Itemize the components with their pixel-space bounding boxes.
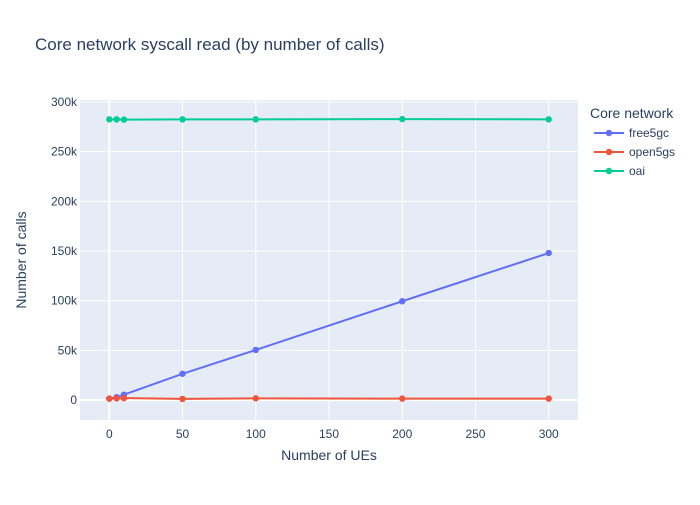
legend-items: free5gc open5gs oai [594, 126, 675, 178]
y-tick-label: 300k [51, 95, 78, 109]
legend-swatch-marker [605, 167, 613, 175]
y-tick-label: 50k [58, 343, 78, 357]
data-point-oai[interactable] [106, 116, 113, 123]
series-oai [106, 115, 552, 123]
data-point-open5gs[interactable] [545, 395, 552, 402]
data-point-free5gc[interactable] [179, 370, 186, 377]
tick-labels: 0 50 100 150 200 250 300 0 50k 100k 150k 200k 250k 30… [51, 95, 559, 441]
grid [80, 100, 578, 420]
y-tick-label: 150k [51, 244, 78, 258]
y-tick-label: 100k [51, 294, 78, 308]
data-point-oai[interactable] [399, 115, 406, 123]
x-tick-label: 150 [319, 427, 339, 441]
data-point-oai[interactable] [179, 116, 186, 123]
x-tick-label: 100 [246, 427, 266, 441]
legend-label: free5gc [629, 126, 669, 140]
x-tick-label: 300 [539, 427, 559, 441]
data-point-free5gc[interactable] [545, 249, 552, 257]
data-point-free5gc[interactable] [399, 298, 406, 305]
data-point-oai[interactable] [113, 116, 120, 123]
legend-item-open5gs[interactable]: open5gs [594, 145, 675, 159]
series-line-open5gs [109, 397, 549, 400]
data-point-open5gs[interactable] [106, 395, 113, 402]
y-tick-label: 0 [70, 393, 77, 407]
legend-swatch-marker [605, 129, 613, 137]
data-point-open5gs[interactable] [113, 395, 120, 402]
chart-title: Core network syscall read (by number of … [35, 35, 385, 54]
data-point-open5gs[interactable] [252, 395, 259, 402]
x-tick-label: 250 [465, 427, 485, 441]
x-tick-label: 200 [392, 427, 412, 441]
legend-swatch-marker [605, 148, 613, 156]
data-point-open5gs[interactable] [399, 395, 406, 402]
data-point-open5gs[interactable] [179, 395, 186, 403]
data-point-oai[interactable] [545, 116, 552, 123]
legend-item-free5gc[interactable]: free5gc [594, 126, 669, 140]
data-point-oai[interactable] [252, 116, 259, 123]
y-tick-label: 200k [51, 194, 78, 208]
x-tick-label: 50 [176, 427, 190, 441]
y-axis-title: Number of calls [13, 211, 29, 308]
x-axis-title: Number of UEs [281, 447, 377, 463]
series-open5gs [106, 394, 552, 403]
legend: Core network free5gc open5gs oai [590, 105, 675, 178]
y-tick-label: 250k [51, 145, 78, 159]
legend-title: Core network [590, 105, 674, 121]
data-point-free5gc[interactable] [252, 346, 259, 354]
series-layer [106, 115, 552, 403]
data-point-open5gs[interactable] [120, 394, 128, 402]
legend-item-oai[interactable]: oai [594, 164, 645, 178]
data-point-oai[interactable] [120, 116, 128, 123]
legend-label: oai [629, 164, 645, 178]
series-line-oai [109, 118, 549, 121]
legend-label: open5gs [629, 145, 675, 159]
x-tick-label: 0 [106, 427, 113, 441]
